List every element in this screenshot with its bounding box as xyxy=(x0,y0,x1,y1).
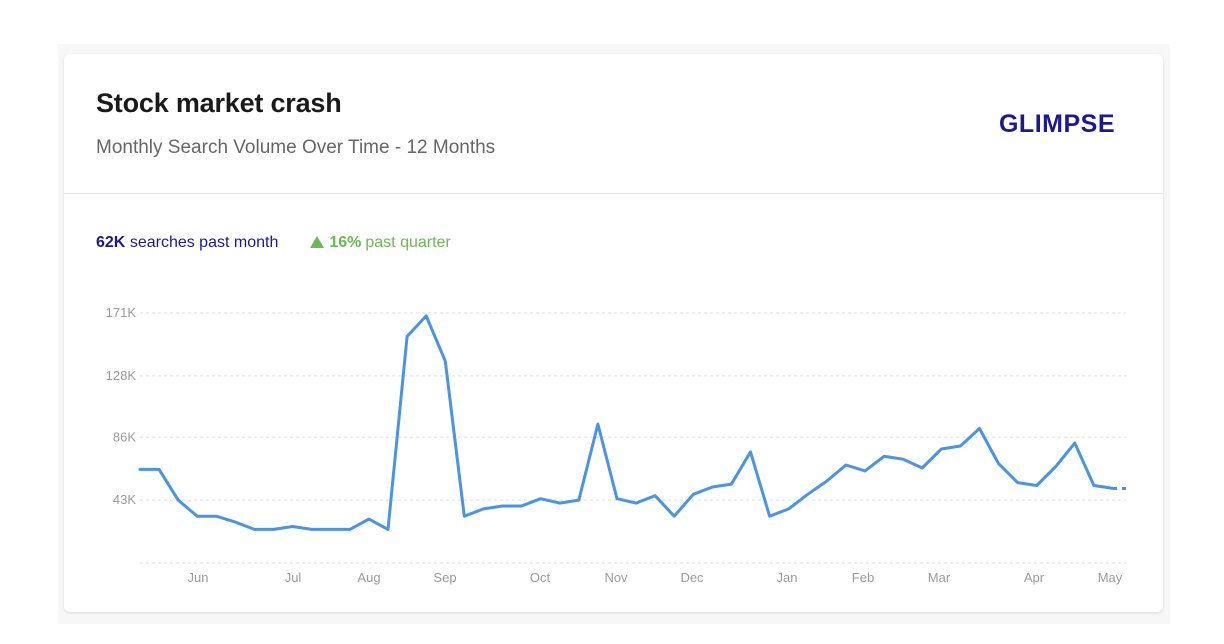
page-subtitle: Monthly Search Volume Over Time - 12 Mon… xyxy=(96,137,496,158)
header-divider xyxy=(64,193,1163,194)
month-stat-label: searches past month xyxy=(129,234,279,251)
x-tick-label: May xyxy=(1098,570,1123,585)
x-tick-label: Jan xyxy=(777,570,798,585)
x-tick-label: Nov xyxy=(604,570,628,585)
quarter-stat-value: 16% xyxy=(329,234,362,251)
x-tick-labels: Jun Jul Aug Sep Oct Nov Dec Jan Feb Mar Apr May xyxy=(188,570,1123,585)
y-tick-label: 128K xyxy=(106,368,137,383)
glimpse-logo: GLIMPSE xyxy=(998,110,1115,138)
month-stat-value: 62K xyxy=(96,234,126,251)
x-tick-label: Jul xyxy=(285,570,302,585)
y-tick-label: 86K xyxy=(113,429,136,444)
x-tick-label: Dec xyxy=(680,570,704,585)
month-stat: 62K searches past month xyxy=(96,234,278,252)
quarter-stat: 16% past quarter xyxy=(310,234,451,252)
page-title: Stock market crash xyxy=(96,88,342,118)
grid-layer xyxy=(140,312,1126,564)
x-tick-label: Apr xyxy=(1024,570,1045,585)
stats-row: 62K searches past month 16% past quarter xyxy=(96,234,451,252)
chart-card: Stock market crash Monthly Search Volume… xyxy=(64,54,1163,612)
series-line xyxy=(138,314,1115,531)
up-triangle-icon xyxy=(310,236,325,248)
y-tick-label: 171K xyxy=(106,305,137,320)
y-tick-label: 43K xyxy=(113,492,136,507)
y-tick-labels: 43K 86K 128K 171K xyxy=(106,305,137,507)
quarter-stat-label: past quarter xyxy=(365,234,451,251)
x-tick-label: Aug xyxy=(357,570,380,585)
x-tick-label: Oct xyxy=(530,570,551,585)
x-tick-label: Mar xyxy=(928,570,951,585)
series-layer xyxy=(138,314,1126,531)
x-tick-label: Jun xyxy=(188,570,209,585)
x-tick-label: Feb xyxy=(852,570,874,585)
x-tick-label: Sep xyxy=(433,570,456,585)
